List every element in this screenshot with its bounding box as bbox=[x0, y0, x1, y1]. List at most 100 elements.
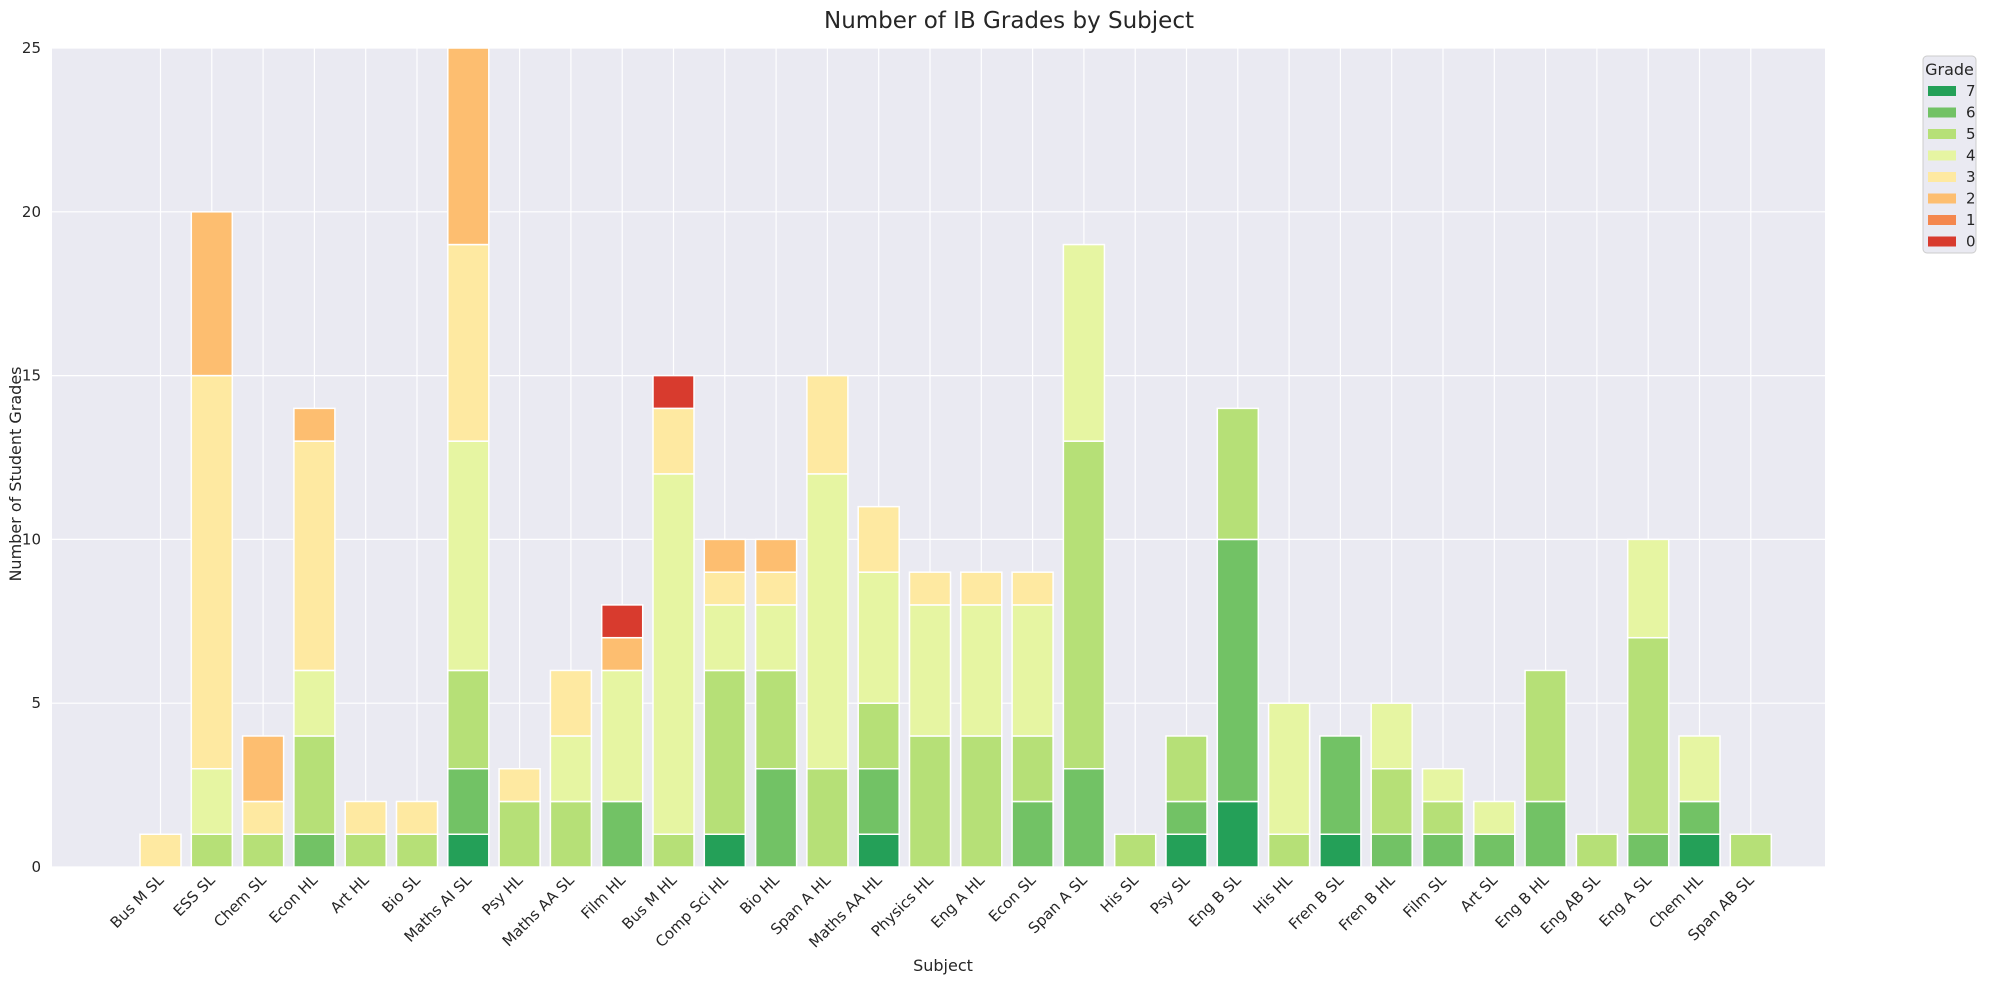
bar-segment-grade-3 bbox=[395, 800, 439, 835]
x-tick-label: Psy SL bbox=[1147, 871, 1194, 918]
bar-segment-grade-2 bbox=[190, 211, 234, 377]
x-tick-label: Fren B HL bbox=[1335, 871, 1399, 935]
y-axis-label: Number of Student Grades bbox=[6, 366, 25, 581]
bar-segment-grade-3 bbox=[857, 505, 900, 573]
bar-segment-grade-2 bbox=[293, 407, 336, 442]
bar-segment-grade-4 bbox=[447, 440, 490, 672]
bar-segment-grade-5 bbox=[447, 669, 490, 770]
bar-segment-grade-5 bbox=[754, 669, 798, 770]
bar-segment-grade-7 bbox=[1165, 833, 1208, 868]
bar-segment-grade-4 bbox=[754, 604, 798, 672]
bar-segment-grade-3 bbox=[498, 767, 541, 803]
x-tick-label: Film SL bbox=[1400, 871, 1451, 922]
bar-segment-grade-4 bbox=[857, 571, 900, 704]
bar-segment-grade-3 bbox=[344, 800, 387, 835]
bar-segment-grade-5 bbox=[1216, 407, 1260, 541]
bar-segment-grade-3 bbox=[908, 571, 952, 606]
y-tick-label: 5 bbox=[31, 694, 41, 712]
legend-swatch bbox=[1928, 193, 1956, 204]
legend: Grade 7 6 5 4 3 2 1 0 bbox=[1922, 55, 1977, 254]
bar-segment-grade-4 bbox=[960, 604, 1003, 737]
bar-segment-grade-5 bbox=[1267, 833, 1311, 868]
legend-swatch bbox=[1928, 86, 1956, 96]
bar-segment-grade-2 bbox=[600, 636, 644, 672]
legend-label: 7 bbox=[1966, 82, 1976, 100]
bar-segment-grade-5 bbox=[1421, 800, 1465, 835]
bar-segment-grade-5 bbox=[1165, 735, 1208, 803]
bar-segment-grade-4 bbox=[600, 669, 644, 803]
bar-segment-grade-5 bbox=[395, 833, 439, 868]
bar-segment-grade-5 bbox=[908, 735, 952, 868]
bar-segment-grade-6 bbox=[1626, 833, 1670, 868]
bar-segment-grade-5 bbox=[1062, 440, 1106, 770]
legend-swatch bbox=[1928, 215, 1956, 225]
bar-segment-grade-3 bbox=[447, 243, 490, 442]
y-tick-labels: 0 5 10 15 20 25 bbox=[22, 39, 41, 876]
legend-label: 6 bbox=[1966, 104, 1976, 122]
bar-segment-grade-3 bbox=[754, 571, 798, 606]
legend-items: 7 6 5 4 3 2 1 0 bbox=[1928, 82, 1976, 251]
bar-segment-grade-5 bbox=[1370, 767, 1413, 835]
x-tick-label: Art SL bbox=[1457, 871, 1502, 916]
bar-segment-grade-7 bbox=[1319, 833, 1362, 868]
x-tick-label: Chem SL bbox=[210, 871, 270, 931]
x-tick-label: Bio SL bbox=[378, 871, 424, 917]
x-tick-label: Film HL bbox=[577, 871, 629, 923]
x-tick-label: Eng B SL bbox=[1185, 871, 1245, 931]
bar-segment-grade-3 bbox=[241, 800, 285, 835]
bar-segment-grade-3 bbox=[703, 571, 747, 606]
bar-segment-grade-5 bbox=[960, 735, 1003, 868]
bar-segment-grade-7 bbox=[1678, 833, 1721, 868]
x-tick-label: Bio HL bbox=[736, 871, 783, 918]
y-tick-label: 20 bbox=[22, 203, 41, 221]
legend-swatch bbox=[1928, 107, 1956, 118]
y-tick-label: 25 bbox=[22, 39, 41, 57]
bar-segment-grade-3 bbox=[1011, 571, 1054, 606]
bar-segment-grade-6 bbox=[293, 833, 336, 868]
legend-title: Grade bbox=[1925, 60, 1974, 79]
x-tick-label: His SL bbox=[1097, 871, 1143, 917]
bar-segment-grade-5 bbox=[703, 669, 747, 835]
y-tick-label: 15 bbox=[22, 367, 41, 385]
bar-segment-grade-5 bbox=[1626, 636, 1670, 835]
chart-title: Number of IB Grades by Subject bbox=[824, 8, 1194, 34]
legend-swatch bbox=[1928, 150, 1956, 161]
bar-segment-grade-5 bbox=[1011, 735, 1054, 803]
bar-segment-grade-5 bbox=[652, 833, 695, 868]
bar-segment-grade-4 bbox=[703, 604, 747, 672]
x-tick-label: Art HL bbox=[327, 871, 373, 917]
bar-segment-grade-5 bbox=[241, 833, 285, 868]
x-tick-label: His HL bbox=[1249, 871, 1296, 918]
bar-segment-grade-3 bbox=[293, 440, 336, 672]
bar-segment-grade-3 bbox=[549, 669, 593, 737]
bar-segment-grade-4 bbox=[1011, 604, 1054, 737]
y-tick-label: 0 bbox=[31, 858, 41, 876]
bar-segment-grade-4 bbox=[549, 735, 593, 803]
bar-segment-grade-4 bbox=[1421, 767, 1465, 803]
bar-segment-grade-7 bbox=[703, 833, 747, 868]
bar-segment-grade-4 bbox=[1267, 702, 1311, 835]
bar-segment-grade-6 bbox=[600, 800, 644, 868]
bar-segment-grade-0 bbox=[600, 604, 644, 639]
bar-segment-grade-6 bbox=[1678, 800, 1721, 835]
bar-segment-grade-6 bbox=[1216, 538, 1260, 803]
bar-segment-grade-2 bbox=[754, 538, 798, 573]
bar-segment-grade-4 bbox=[1473, 800, 1516, 835]
bar-segment-grade-7 bbox=[857, 833, 900, 868]
bar-segment-grade-6 bbox=[754, 767, 798, 868]
bar-segment-grade-5 bbox=[344, 833, 387, 868]
bar-segment-grade-6 bbox=[1524, 800, 1567, 868]
legend-label: 1 bbox=[1966, 211, 1976, 229]
bar-segment-grade-6 bbox=[1165, 800, 1208, 835]
x-tick-label: Psy HL bbox=[478, 871, 526, 919]
x-tick-label: ESS SL bbox=[170, 871, 219, 920]
legend-label: 2 bbox=[1966, 190, 1976, 208]
bar-segment-grade-5 bbox=[1575, 833, 1619, 868]
bar-segment-grade-3 bbox=[806, 374, 849, 475]
y-tick-label: 10 bbox=[22, 530, 41, 548]
bar-segment-grade-4 bbox=[1626, 538, 1670, 639]
legend-swatch bbox=[1928, 129, 1956, 139]
bars bbox=[139, 47, 1773, 868]
bar-segment-grade-4 bbox=[652, 473, 695, 835]
